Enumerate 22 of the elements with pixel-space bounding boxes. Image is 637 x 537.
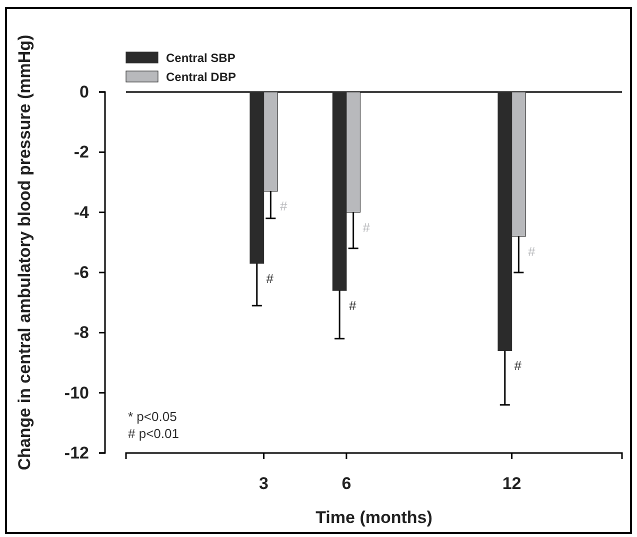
annotation: # p<0.01	[128, 426, 179, 441]
annotation: #	[528, 244, 536, 259]
annotation: #	[280, 198, 288, 214]
y-tick-label: 0	[80, 82, 89, 102]
y-tick-label: -4	[74, 202, 90, 222]
annotation: #	[348, 298, 357, 313]
annotation: #	[266, 270, 274, 286]
y-tick-label: -2	[74, 142, 89, 162]
y-tick-label: -8	[74, 323, 89, 342]
y-tick-label: -10	[64, 383, 89, 402]
y-tick-label: -6	[74, 262, 89, 282]
annotation: #	[362, 220, 371, 235]
x-tick-label: 6	[342, 474, 352, 494]
y-tick-label: -12	[64, 443, 89, 462]
x-axis-title: Time (months)	[316, 508, 432, 527]
x-tick-label: 3	[259, 474, 269, 494]
legend-label: Central SBP	[166, 51, 236, 65]
x-tick-label: 12	[502, 474, 522, 494]
legend-label: Central DBP	[166, 70, 236, 84]
annotation: #	[514, 358, 522, 374]
y-axis-title: Change in central ambulatory blood pressure (mmHg)	[15, 34, 34, 470]
annotation: * p<0.05	[128, 409, 177, 424]
